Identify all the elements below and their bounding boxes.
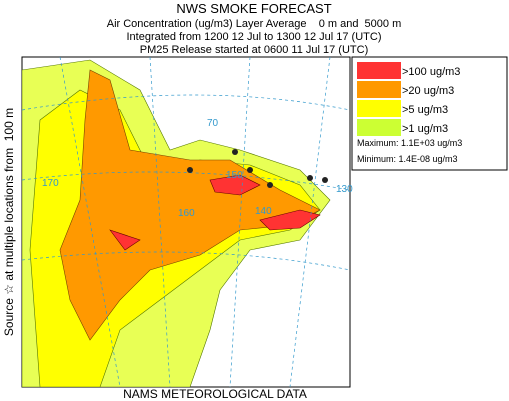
subtitle: Integrated from 1200 12 Jul to 1300 12 J… [127,31,382,43]
subtitle: PM25 Release started at 0600 11 Jul 17 (… [140,44,368,56]
side-label: Source ☆ at multiple locations from 100 … [2,108,16,336]
graticule [22,57,350,387]
smoke-area [59,69,321,341]
footer: NAMS METEOROLOGICAL DATA [123,387,307,401]
title: NWS SMOKE FORECAST [176,1,331,16]
legend-minimum: Minimum: 1.4E-08 ug/m3 [357,154,458,164]
legend-swatch [357,81,401,98]
legend-label: >20 ug/m3 [402,85,454,97]
sources [187,149,328,188]
legend-maximum: Maximum: 1.1E+03 ug/m3 [357,138,462,148]
map-label: 130 [336,184,353,195]
map-label: 160 [178,208,195,219]
subtitle: Air Concentration (ug/m3) Layer Average … [107,18,402,30]
map-label: 150 [226,170,243,181]
legend-swatch [357,62,401,79]
map-label: 140 [255,206,272,217]
smoke-area [109,174,321,251]
map-label: 70 [207,118,219,129]
legend: >100 ug/m3 >20 ug/m3 >5 ug/m3 >1 ug/m3 [357,62,460,136]
map: 170 160 150 140 130 70 [21,56,353,388]
legend-label: >5 ug/m3 [402,104,448,116]
legend-swatch [357,100,401,117]
legend-swatch [357,119,401,136]
legend-label: >100 ug/m3 [402,66,460,78]
map-label: 170 [42,178,59,189]
legend-label: >1 ug/m3 [402,123,448,135]
